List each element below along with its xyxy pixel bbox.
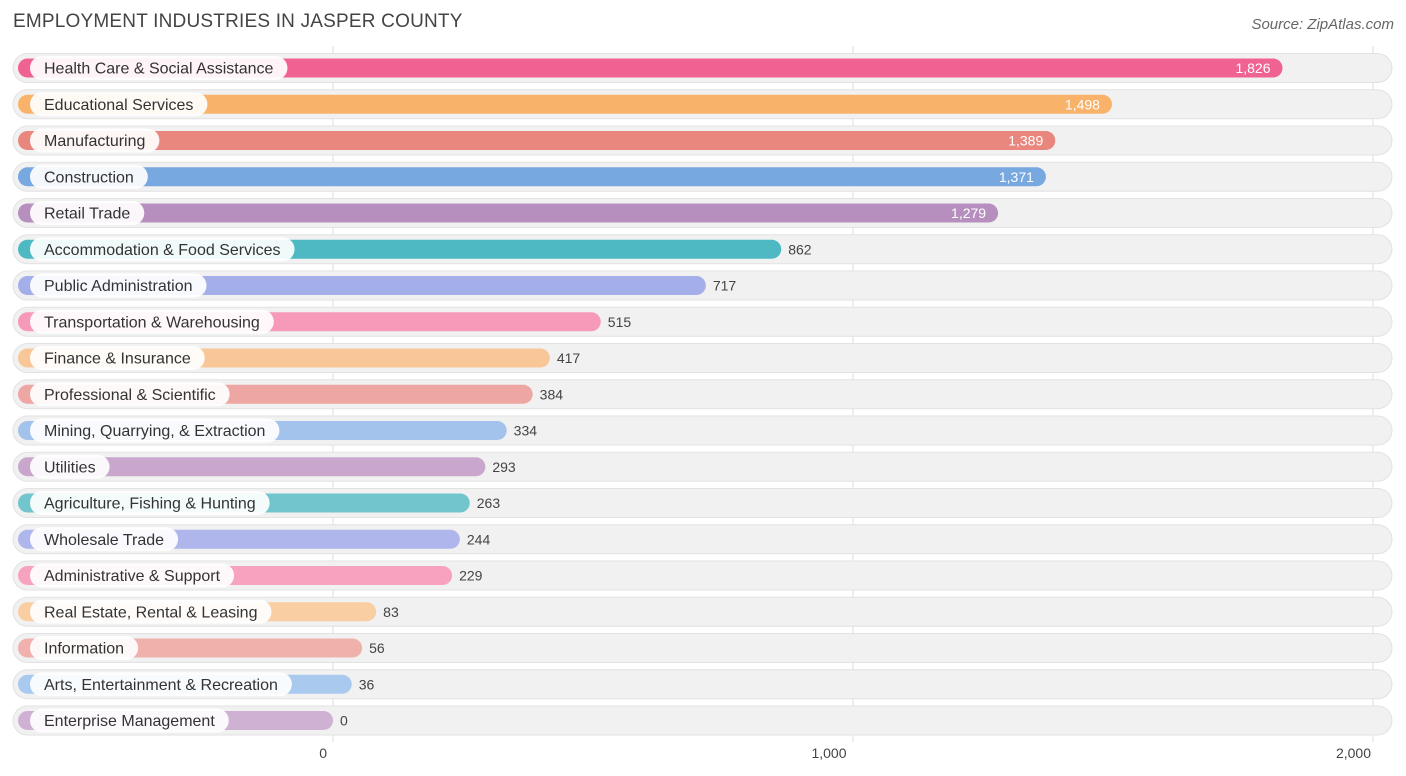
category-label-pill xyxy=(30,273,207,298)
value-label: 83 xyxy=(383,604,399,620)
tick-label: 1,000 xyxy=(811,745,846,761)
category-label: Administrative & Support xyxy=(44,568,221,585)
bar-row: Health Care & Social Assistance 1,826 xyxy=(18,56,1283,80)
bar-row: Agriculture, Fishing & Hunting 263 xyxy=(18,491,500,515)
value-label: 1,279 xyxy=(951,205,986,221)
category-label-pill xyxy=(30,563,235,588)
value-label: 1,389 xyxy=(1008,133,1043,149)
bar-track xyxy=(12,669,1393,700)
source-credit: Source: ZipAtlas.com xyxy=(1251,16,1394,33)
category-label-pill xyxy=(30,708,229,733)
value-label: 515 xyxy=(608,314,632,330)
value-label: 384 xyxy=(540,386,564,402)
category-label: Real Estate, Rental & Leasing xyxy=(44,604,257,621)
category-label-pill xyxy=(30,92,208,117)
bar-row: Enterprise Management 0 xyxy=(18,708,348,733)
value-label: 1,498 xyxy=(1065,96,1100,112)
category-label-pill xyxy=(30,454,110,479)
chart-title: EMPLOYMENT INDUSTRIES IN JASPER COUNTY xyxy=(13,11,463,32)
value-label: 293 xyxy=(492,459,516,475)
category-label-pill xyxy=(30,346,205,370)
category-label-pill xyxy=(30,201,145,225)
category-label-pill xyxy=(30,164,148,189)
value-label: 334 xyxy=(514,423,538,439)
category-label: Enterprise Management xyxy=(44,713,215,730)
bar xyxy=(18,131,1056,150)
category-label: Utilities xyxy=(44,459,96,476)
bar-row: Real Estate, Rental & Leasing 83 xyxy=(18,599,399,624)
value-label: 1,826 xyxy=(1235,60,1270,76)
value-label: 263 xyxy=(477,495,501,511)
tick-label: 0 xyxy=(319,745,327,761)
bar-row: Public Administration 717 xyxy=(18,273,737,298)
category-label-pill xyxy=(30,56,288,80)
bar-row: Retail Trade 1,279 xyxy=(18,201,999,225)
category-label-pill xyxy=(30,309,274,334)
bar-row: Mining, Quarrying, & Extraction 334 xyxy=(18,418,538,443)
bar xyxy=(18,203,999,223)
bar-track xyxy=(12,705,1393,736)
bar xyxy=(18,167,1046,187)
value-label: 229 xyxy=(459,568,483,584)
bar-row: Manufacturing 1,389 xyxy=(18,128,1056,153)
category-label: Construction xyxy=(44,169,134,186)
category-label: Professional & Scientific xyxy=(44,387,216,404)
value-label: 244 xyxy=(467,531,491,547)
category-label-pill xyxy=(30,672,292,697)
value-label: 0 xyxy=(340,713,348,729)
tick-label: 2,000 xyxy=(1336,745,1371,761)
bar-row: Arts, Entertainment & Recreation 36 xyxy=(18,672,375,697)
bar xyxy=(18,58,1283,78)
bar xyxy=(18,457,486,477)
value-label: 36 xyxy=(359,676,375,692)
category-label: Public Administration xyxy=(44,278,193,295)
category-label-pill xyxy=(30,382,230,407)
category-label-pill xyxy=(30,599,272,624)
category-label: Agriculture, Fishing & Hunting xyxy=(44,496,256,513)
category-label: Wholesale Trade xyxy=(44,532,164,549)
category-label: Finance & Insurance xyxy=(44,351,191,368)
category-label-pill xyxy=(30,128,160,153)
x-axis: 0 1,000 2,000 xyxy=(319,745,1371,761)
category-label: Information xyxy=(44,641,124,658)
category-label-pill xyxy=(30,491,270,515)
bar-row: Finance & Insurance 417 xyxy=(18,346,580,370)
category-label: Manufacturing xyxy=(44,133,145,150)
bar-row: Professional & Scientific 384 xyxy=(18,382,564,407)
category-label: Educational Services xyxy=(44,97,193,114)
category-label: Mining, Quarrying, & Extraction xyxy=(44,423,265,440)
category-label-pill xyxy=(30,418,280,443)
bar-row: Educational Services 1,498 xyxy=(18,92,1112,117)
bar-row: Wholesale Trade 244 xyxy=(18,527,491,552)
value-label: 417 xyxy=(557,350,581,366)
bar xyxy=(18,94,1112,114)
value-label: 1,371 xyxy=(999,169,1034,185)
bar-row: Administrative & Support 229 xyxy=(18,563,483,588)
category-label: Arts, Entertainment & Recreation xyxy=(44,677,278,694)
bar-row: Construction 1,371 xyxy=(18,164,1046,189)
category-label: Accommodation & Food Services xyxy=(44,242,281,259)
category-label-pill xyxy=(30,527,179,552)
category-label-pill xyxy=(30,636,139,660)
category-label: Health Care & Social Assistance xyxy=(44,61,274,78)
value-label: 56 xyxy=(369,640,385,656)
value-label: 862 xyxy=(788,241,812,257)
category-label: Transportation & Warehousing xyxy=(44,314,260,331)
category-label: Retail Trade xyxy=(44,206,130,223)
bar-row: Accommodation & Food Services 862 xyxy=(18,237,812,262)
bar-row: Transportation & Warehousing 515 xyxy=(18,309,632,334)
bar-row: Utilities 293 xyxy=(18,454,516,479)
bar-row: Information 56 xyxy=(18,636,385,660)
category-label-pill xyxy=(30,237,295,262)
value-label: 717 xyxy=(713,278,737,294)
